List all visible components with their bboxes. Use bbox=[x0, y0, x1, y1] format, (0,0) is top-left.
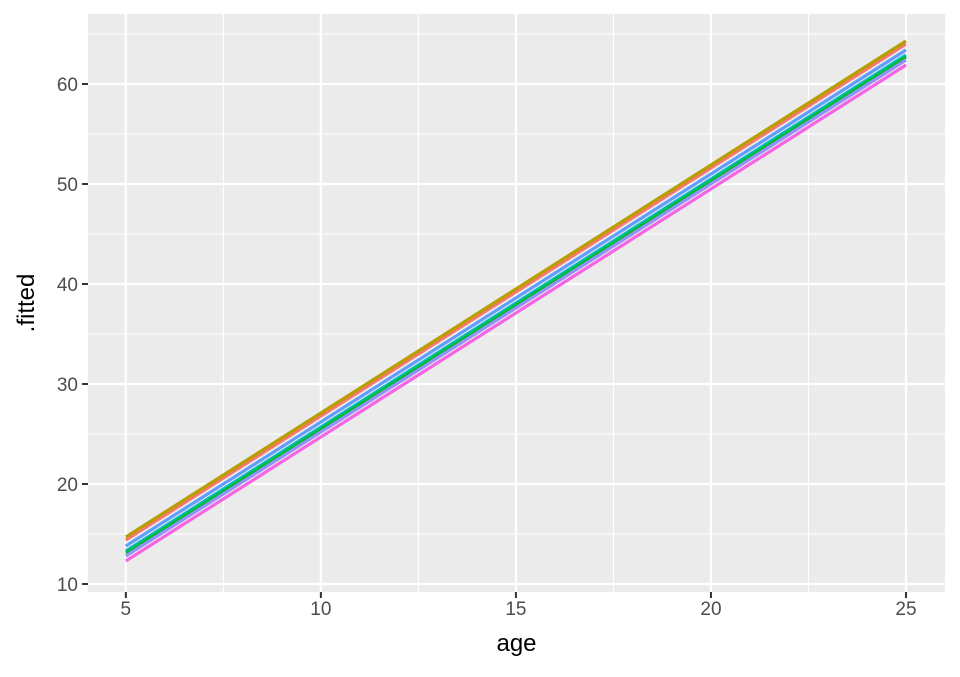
gridlines bbox=[88, 14, 945, 592]
axes: 5 10 15 20 25 10 20 30 40 50 60 bbox=[57, 75, 917, 620]
y-tick-label: 60 bbox=[57, 75, 78, 96]
series-line-2 bbox=[124, 39, 907, 539]
series-line-3 bbox=[124, 48, 907, 548]
series-line-4 bbox=[124, 53, 907, 553]
x-tick-label: 10 bbox=[310, 599, 331, 620]
y-tick-label: 10 bbox=[57, 575, 78, 596]
x-tick-label: 15 bbox=[505, 599, 526, 620]
y-axis-label: .fitted bbox=[13, 274, 40, 333]
x-tick-label: 25 bbox=[895, 599, 916, 620]
series-lines bbox=[124, 39, 907, 563]
y-tick-label: 50 bbox=[57, 175, 78, 196]
x-tick-label: 5 bbox=[121, 599, 132, 620]
y-tick-label: 20 bbox=[57, 475, 78, 496]
y-tick-label: 40 bbox=[57, 275, 78, 296]
series-line-1 bbox=[124, 42, 907, 542]
series-line-6 bbox=[124, 58, 907, 558]
x-axis-label: age bbox=[496, 630, 536, 657]
x-tick-label: 20 bbox=[700, 599, 721, 620]
series-line-7 bbox=[124, 63, 907, 563]
y-tick-label: 30 bbox=[57, 375, 78, 396]
series-line-5 bbox=[124, 55, 907, 555]
